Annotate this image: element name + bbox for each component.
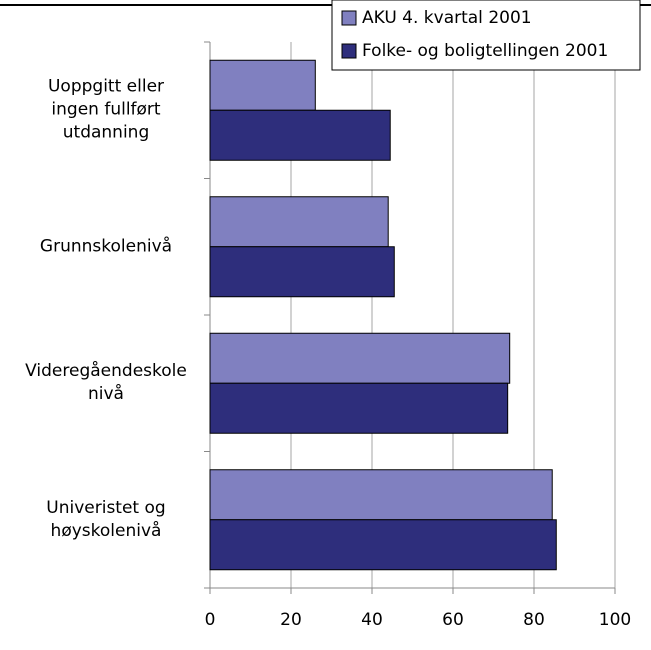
bar <box>209 59 316 111</box>
y-tick-label: Videregåendeskole nivå <box>25 361 187 405</box>
x-tick-label: 100 <box>599 610 631 630</box>
x-tick-label: 40 <box>361 610 383 630</box>
x-tick-label: 60 <box>442 610 464 630</box>
bar <box>209 519 557 571</box>
bar <box>209 382 509 434</box>
x-tick-label: 20 <box>280 610 302 630</box>
y-tick-label: Grunnskolenivå <box>39 236 173 257</box>
bar <box>209 332 511 384</box>
legend-label: AKU 4. kvartal 2001 <box>362 8 532 28</box>
bar <box>209 196 389 248</box>
y-tick-label: Univeristet og høyskolenivå <box>46 497 166 541</box>
x-tick-label: 0 <box>205 610 216 630</box>
bar <box>209 246 395 298</box>
legend-box <box>331 0 641 71</box>
x-tick-label: 80 <box>523 610 545 630</box>
y-tick-label: Uoppgitt eller ingen fullført utdanning <box>47 76 165 143</box>
legend-swatch <box>341 43 357 59</box>
bar <box>209 109 391 161</box>
legend-swatch <box>341 10 357 26</box>
legend-label: Folke- og boligtellingen 2001 <box>362 41 608 61</box>
bar <box>209 469 553 521</box>
